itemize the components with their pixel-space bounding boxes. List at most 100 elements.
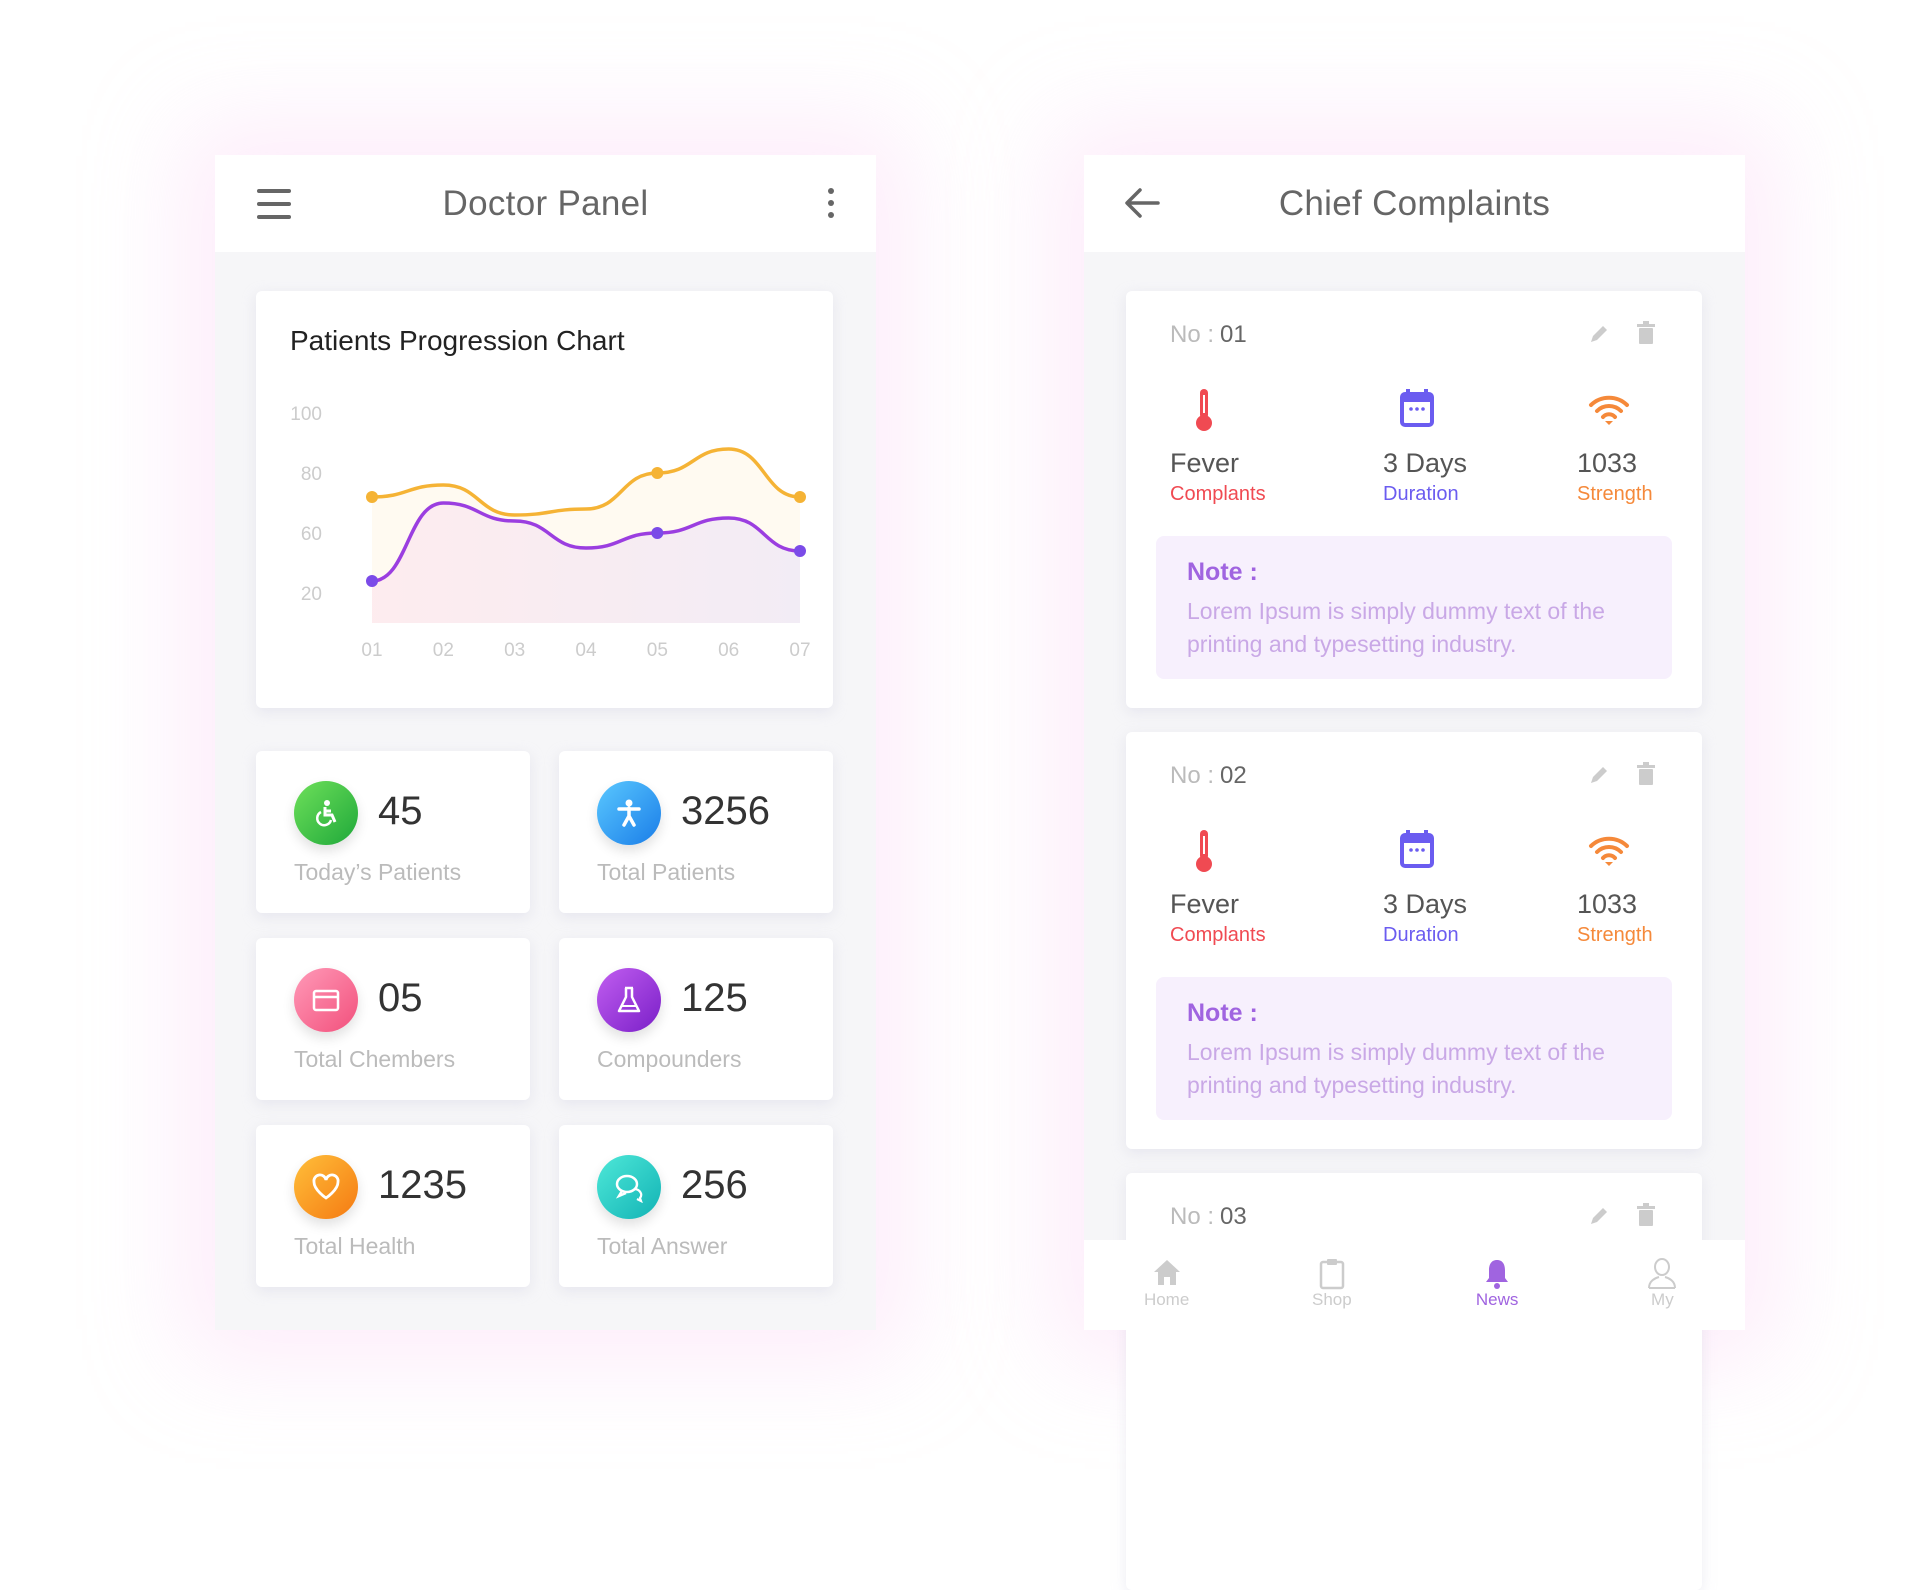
thermometer-icon: [1196, 389, 1212, 431]
stat-card[interactable]: 256 Total Answer: [559, 1125, 833, 1287]
strength-value: 1033: [1577, 889, 1638, 919]
number-value: 02: [1220, 762, 1247, 789]
data-point[interactable]: [366, 491, 378, 503]
complaint-column: Fever Complants: [1170, 387, 1266, 506]
doctor-panel-screen: Doctor Panel Patients Progression Chart …: [215, 155, 876, 1330]
stat-card[interactable]: 125 Compounders: [559, 938, 833, 1100]
complaint-column: Fever Complants: [1170, 828, 1266, 947]
back-arrow-icon[interactable]: [1122, 185, 1162, 221]
stat-value: 3256: [681, 789, 770, 833]
app-header: Doctor Panel: [215, 155, 876, 252]
x-tick-label: 01: [361, 640, 382, 661]
series-line: [371, 501, 801, 583]
complaint-number: No :03: [1170, 1203, 1247, 1231]
stat-label: Total Answer: [597, 1233, 728, 1259]
bell-icon: [1486, 1260, 1509, 1289]
folder-icon: [294, 968, 358, 1032]
y-tick-label: 80: [301, 464, 322, 485]
person-icon: [597, 781, 661, 845]
stat-card[interactable]: 45 Today’s Patients: [256, 751, 530, 913]
complaint-card: No :03: [1126, 1173, 1702, 1590]
stat-card[interactable]: 1235 Total Health: [256, 1125, 530, 1287]
strength-column: 1033 Strength: [1577, 387, 1653, 506]
edit-icon[interactable]: [1588, 1205, 1610, 1232]
note-text: Lorem Ipsum is simply dummy text of the …: [1187, 1039, 1605, 1098]
edit-icon[interactable]: [1588, 764, 1610, 791]
y-tick-label: 60: [301, 524, 322, 545]
note-box: Note : Lorem Ipsum is simply dummy text o…: [1156, 536, 1672, 679]
clipboard-icon: [1319, 1259, 1345, 1290]
data-point[interactable]: [794, 545, 806, 557]
note-title: Note :: [1187, 999, 1258, 1027]
strength-value: 1033: [1577, 448, 1638, 478]
chart-title: Patients Progression Chart: [290, 325, 625, 356]
series-line: [371, 447, 801, 517]
calendar-icon: [1400, 830, 1434, 868]
edit-icon[interactable]: [1588, 323, 1610, 350]
nav-label: News: [1475, 1290, 1519, 1309]
complaint-label: Complants: [1170, 924, 1266, 946]
chat-icon: [597, 1155, 661, 1219]
complaint-number: No :02: [1170, 762, 1247, 790]
line-chart: 100 80 60 20 01 02 03 04 05 06 07: [290, 404, 810, 661]
nav-item-news[interactable]: News: [1415, 1240, 1580, 1330]
complaint-value: Fever: [1170, 448, 1240, 478]
data-point[interactable]: [366, 575, 378, 587]
data-point[interactable]: [651, 527, 664, 539]
delete-icon[interactable]: [1636, 1203, 1656, 1232]
stat-value: 1235: [378, 1163, 467, 1207]
duration-label: Duration: [1383, 483, 1459, 505]
thermometer-icon: [1196, 830, 1212, 872]
delete-icon[interactable]: [1636, 321, 1656, 350]
complaint-card: No :02 Fever Complants 3 Days Duration 103…: [1126, 732, 1702, 1149]
x-tick-label: 02: [433, 640, 454, 661]
number-label: No :: [1170, 1203, 1215, 1230]
user-icon: [1648, 1258, 1677, 1289]
signal-icon: [1589, 836, 1629, 866]
heart-icon: [294, 1155, 358, 1219]
stat-card[interactable]: 05 Total Chembers: [256, 938, 530, 1100]
data-point[interactable]: [651, 467, 664, 479]
number-value: 03: [1220, 1203, 1247, 1230]
stat-label: Total Health: [294, 1233, 416, 1259]
nav-item-my[interactable]: My: [1580, 1240, 1745, 1330]
app-header: Chief Complaints: [1084, 155, 1745, 252]
stat-value: 125: [681, 976, 748, 1020]
complaint-number: No :01: [1170, 321, 1247, 349]
delete-icon[interactable]: [1636, 762, 1656, 791]
strength-column: 1033 Strength: [1577, 828, 1653, 947]
duration-label: Duration: [1383, 924, 1459, 946]
nav-label: My: [1651, 1290, 1674, 1309]
complaint-value: Fever: [1170, 889, 1240, 919]
strength-label: Strength: [1577, 924, 1653, 946]
stat-label: Compounders: [597, 1046, 742, 1072]
y-tick-label: 20: [301, 584, 322, 605]
duration-value: 3 Days: [1383, 448, 1468, 478]
duration-column: 3 Days Duration: [1383, 828, 1473, 947]
number-label: No :: [1170, 762, 1215, 789]
chief-complaints-screen: Chief Complaints No :01 Fever Complants 3…: [1084, 155, 1745, 1590]
nav-item-shop[interactable]: Shop: [1249, 1240, 1414, 1330]
stat-card[interactable]: 3256 Total Patients: [559, 751, 833, 913]
patients-progression-chart-card: Patients Progression Chart 100 80 60 20 01 02…: [256, 291, 833, 708]
nav-item-home[interactable]: Home: [1084, 1240, 1249, 1330]
page-title: Chief Complaints: [1278, 183, 1551, 223]
note-box: Note : Lorem Ipsum is simply dummy text o…: [1156, 977, 1672, 1120]
stat-label: Total Chembers: [294, 1046, 456, 1072]
nav-label: Shop: [1312, 1290, 1352, 1309]
nav-label: Home: [1143, 1290, 1190, 1309]
stat-label: Total Patients: [597, 859, 736, 885]
signal-icon: [1589, 395, 1629, 425]
more-options-icon[interactable]: [828, 188, 834, 218]
flask-icon: [597, 968, 661, 1032]
data-point[interactable]: [794, 491, 806, 503]
home-icon: [1153, 1260, 1180, 1285]
y-tick-label: 100: [290, 404, 322, 425]
stat-value: 05: [378, 976, 423, 1020]
stat-label: Today’s Patients: [294, 859, 462, 885]
stat-value: 256: [681, 1163, 748, 1207]
stat-value: 45: [378, 789, 423, 833]
calendar-icon: [1400, 389, 1434, 427]
strength-label: Strength: [1577, 483, 1653, 505]
menu-icon[interactable]: [257, 189, 291, 219]
